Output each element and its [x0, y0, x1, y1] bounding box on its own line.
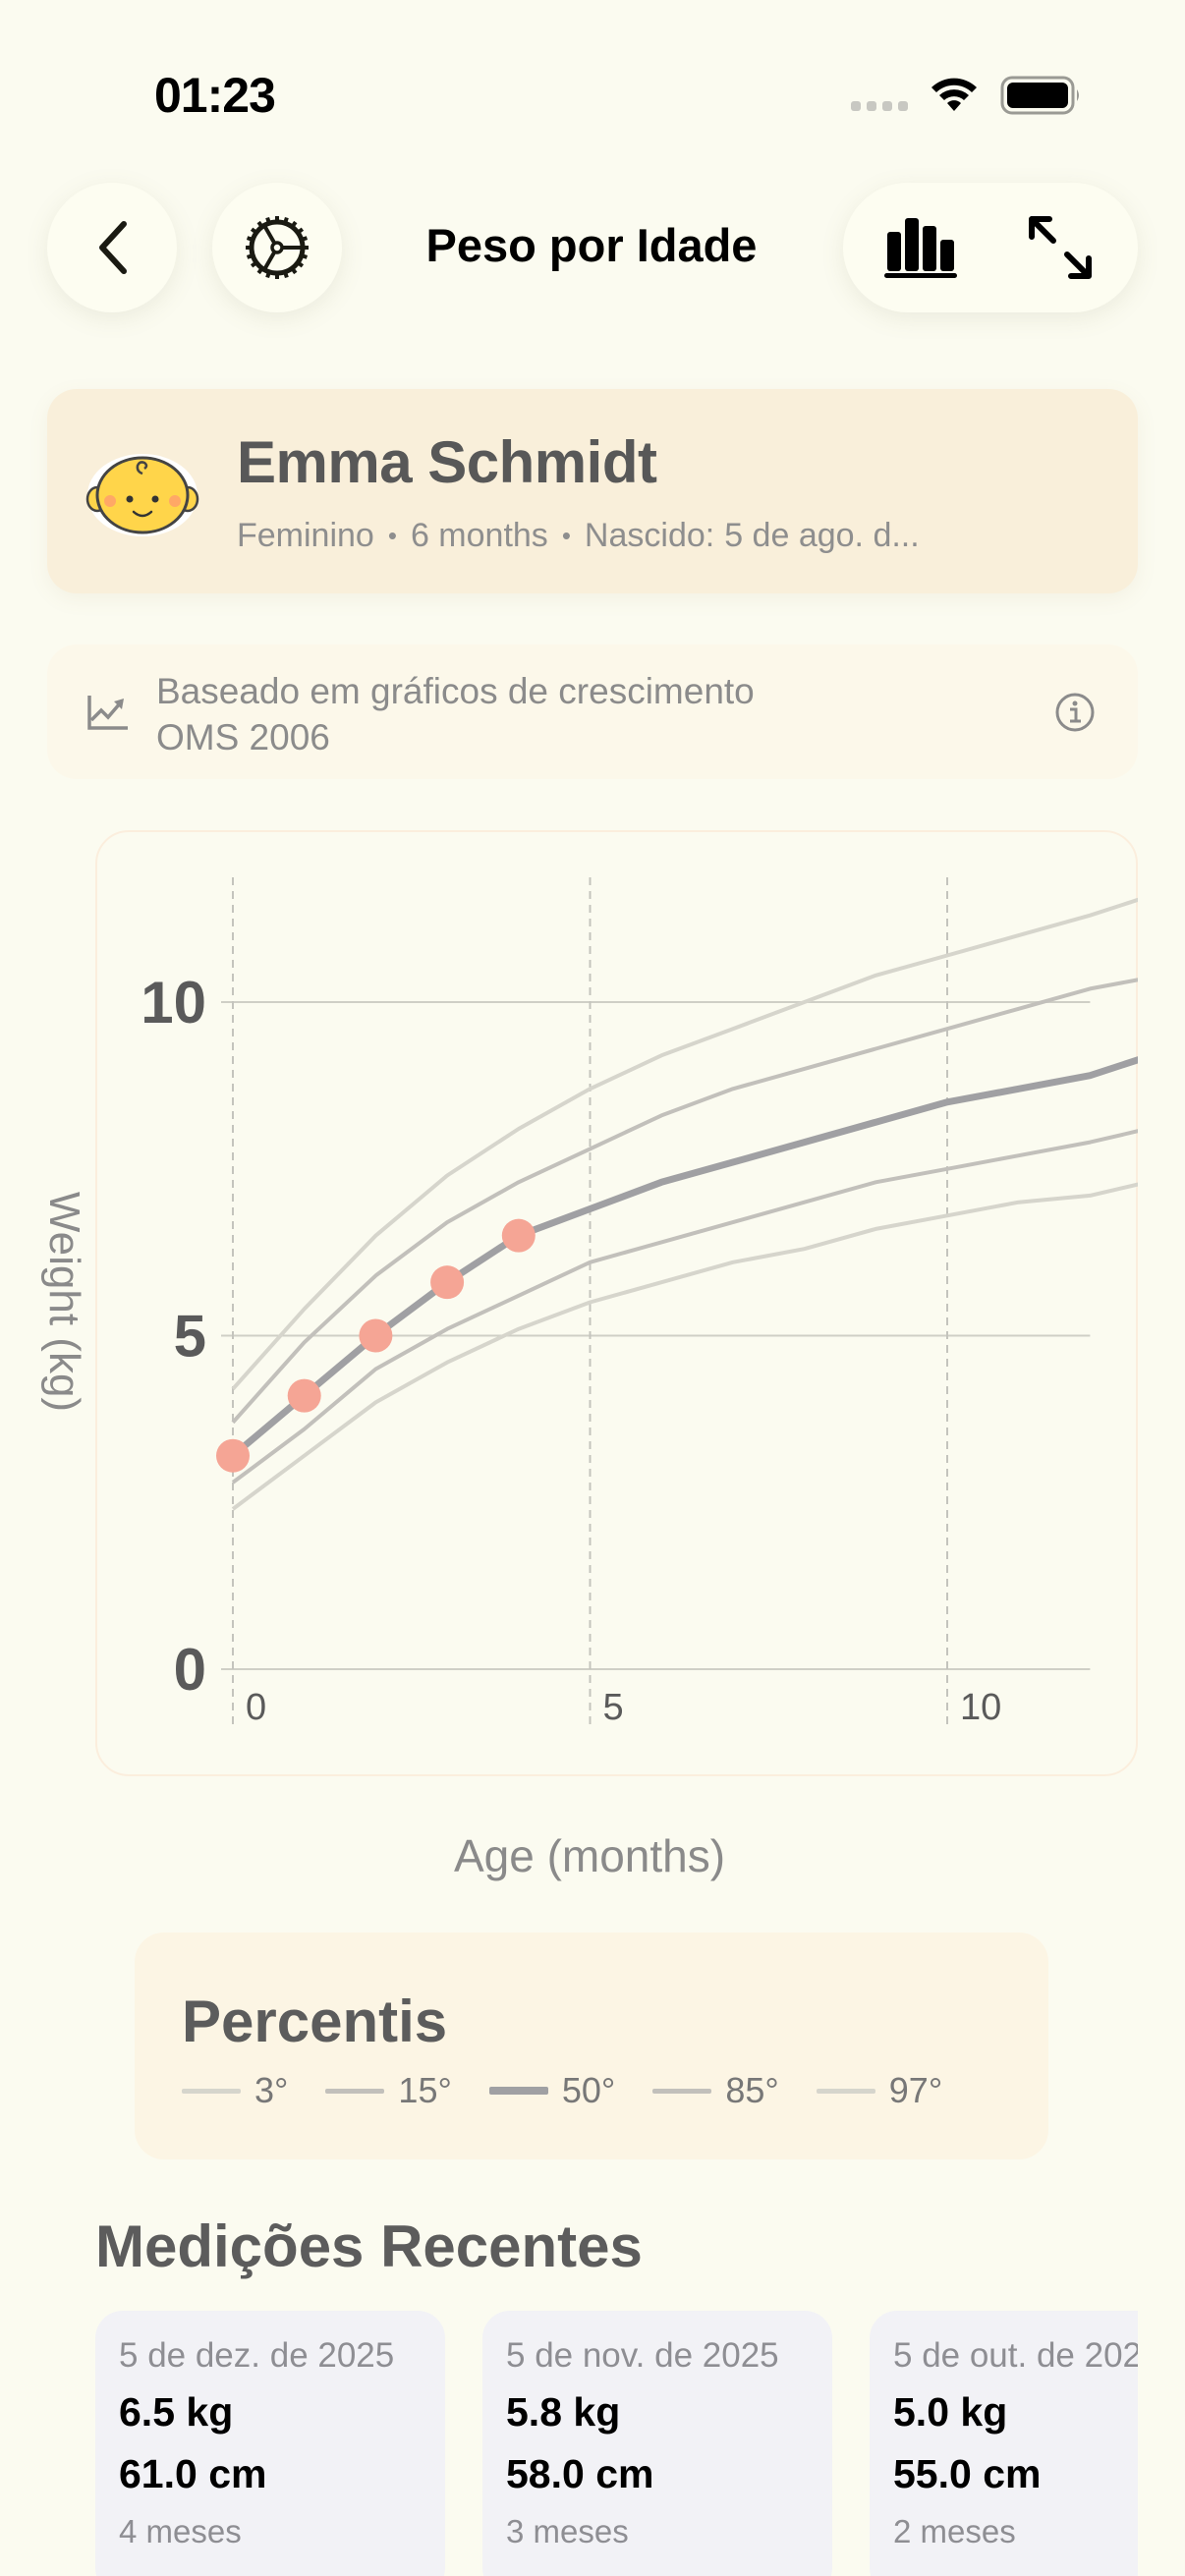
- legend-label: 3°: [254, 2070, 289, 2110]
- recent-measurements-title: Medições Recentes: [95, 2213, 643, 2279]
- measurement-age: 2 meses: [893, 2513, 1016, 2549]
- settings-button[interactable]: [212, 183, 342, 312]
- measurement-length: 61.0 cm: [119, 2451, 267, 2496]
- chevron-left-icon: [99, 221, 127, 274]
- x-tick-label: 10: [960, 1687, 1001, 1728]
- measurement-weight: 6.5 kg: [119, 2389, 234, 2435]
- x-axis-label: Age (months): [453, 1830, 726, 1881]
- y-tick-label: 10: [141, 970, 206, 1036]
- measurement-card[interactable]: 5 de dez. de 2025 6.5 kg 61.0 cm 4 meses: [95, 2311, 445, 2576]
- legend-item: 3°: [182, 2070, 288, 2111]
- measurement-point[interactable]: [430, 1265, 465, 1300]
- expand-arrows-icon: [1029, 216, 1092, 279]
- x-tick-label: 5: [603, 1687, 624, 1728]
- measurement-date: 5 de nov. de 2025: [506, 2336, 779, 2375]
- back-button[interactable]: [47, 183, 177, 312]
- profile-age: 6 months: [410, 517, 548, 554]
- header-actions: [843, 183, 1138, 312]
- percentile-legend: Percentis 3° 15° 50° 85° 97°: [135, 1932, 1048, 2159]
- measurement-card[interactable]: 5 de nov. de 2025 5.8 kg 58.0 cm 3 meses: [482, 2311, 832, 2576]
- profile-name: Emma Schmidt: [237, 429, 657, 495]
- y-tick-label: 5: [174, 1304, 206, 1370]
- legend-swatch: [816, 2088, 875, 2094]
- legend-label: 85°: [725, 2070, 779, 2110]
- profile-sex: Feminino: [237, 517, 374, 554]
- info-circle-icon[interactable]: [1054, 692, 1096, 733]
- profile-meta: Feminino • 6 months • Nascido: 5 de ago.…: [237, 517, 920, 555]
- standard-info-text: Baseado em gráficos de crescimento OMS 2…: [156, 668, 755, 760]
- page-title: Peso por Idade: [425, 219, 758, 271]
- legend-item: 50°: [488, 2070, 616, 2111]
- separator-dot: •: [387, 521, 397, 550]
- profile-card[interactable]: Emma Schmidt Feminino • 6 months • Nasci…: [47, 389, 1138, 593]
- profile-born-label: Nascido:: [584, 517, 715, 554]
- measurement-age: 3 meses: [506, 2513, 629, 2549]
- baby-face-icon: [85, 454, 199, 536]
- legend-swatch: [652, 2088, 712, 2094]
- gear-icon: [246, 216, 309, 279]
- profile-born-value: 5 de ago. d...: [724, 517, 920, 554]
- legend-swatch: [488, 2087, 548, 2095]
- growth-chart[interactable]: 0 5 10 0 5 10: [0, 0, 1185, 1798]
- battery-full-icon: [1000, 76, 1079, 115]
- percentile-line-85: [231, 973, 1138, 1425]
- measurement-point[interactable]: [501, 1218, 536, 1253]
- info-line-2: OMS 2006: [156, 717, 330, 757]
- legend-items: 3° 15° 50° 85° 97°: [182, 2070, 942, 2111]
- bar-chart-icon: [884, 218, 957, 278]
- measurement-weight: 5.8 kg: [506, 2389, 621, 2435]
- status-time: 01:23: [154, 68, 276, 123]
- standard-info-card: Baseado em gráficos de crescimento OMS 2…: [47, 644, 1138, 779]
- percentile-line-97: [231, 890, 1138, 1391]
- measurement-weight: 5.0 kg: [893, 2389, 1008, 2435]
- legend-swatch: [325, 2088, 385, 2094]
- measurement-date: 5 de out. de 2025: [893, 2336, 1138, 2375]
- legend-label: 50°: [561, 2070, 616, 2110]
- legend-item: 97°: [816, 2070, 943, 2111]
- measurement-card[interactable]: 5 de out. de 2025 5.0 kg 55.0 cm 2 meses: [870, 2311, 1138, 2576]
- growth-chart-card[interactable]: [95, 830, 1138, 1776]
- percentile-line-3: [231, 1176, 1138, 1511]
- percentile-line-15: [231, 1123, 1138, 1484]
- measurement-point[interactable]: [359, 1318, 393, 1353]
- measurement-point[interactable]: [287, 1378, 321, 1413]
- legend-item: 85°: [652, 2070, 779, 2111]
- legend-title: Percentis: [182, 1988, 448, 2054]
- wifi-icon: [931, 78, 977, 111]
- trend-chart-icon: [87, 696, 128, 730]
- measurement-length: 58.0 cm: [506, 2451, 654, 2496]
- measurement-age: 4 meses: [119, 2513, 242, 2549]
- separator-dot: •: [561, 521, 571, 550]
- y-axis-label: Weight (kg): [40, 1191, 88, 1413]
- legend-label: 15°: [398, 2070, 452, 2110]
- y-tick-label: 0: [174, 1637, 206, 1703]
- cellular-signal-icon: [851, 101, 908, 111]
- legend-label: 97°: [888, 2070, 943, 2110]
- measurement-length: 55.0 cm: [893, 2451, 1042, 2496]
- expand-button[interactable]: [996, 183, 1124, 312]
- recent-measurements-scroller[interactable]: 5 de dez. de 2025 6.5 kg 61.0 cm 4 meses 5 d…: [95, 2311, 1138, 2576]
- percentile-line-50: [230, 1048, 1138, 1459]
- chart-type-button[interactable]: [857, 183, 985, 312]
- info-line-1: Baseado em gráficos de crescimento: [156, 671, 755, 711]
- legend-item: 15°: [325, 2070, 452, 2111]
- measurement-date: 5 de dez. de 2025: [119, 2336, 395, 2375]
- measurement-point[interactable]: [216, 1438, 250, 1473]
- legend-swatch: [182, 2088, 241, 2094]
- x-tick-label: 0: [246, 1687, 266, 1728]
